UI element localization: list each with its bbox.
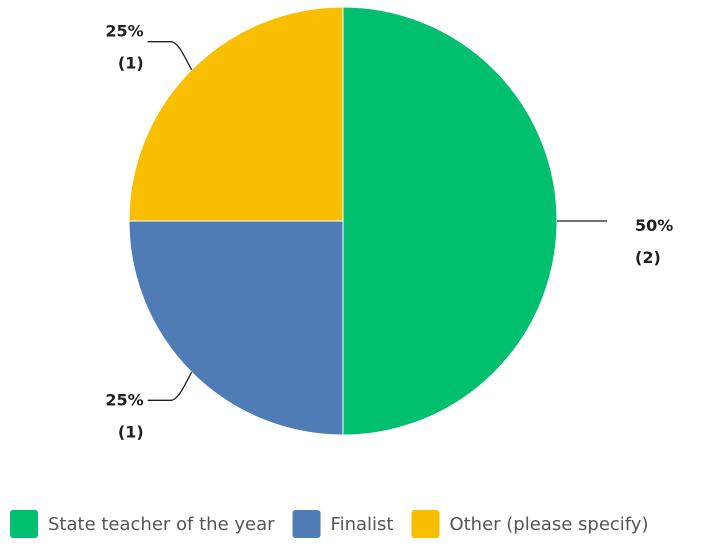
legend-label: Finalist: [331, 514, 394, 535]
pie-slices: [128, 6, 558, 436]
leader-line-finalist: [147, 371, 193, 401]
slice-percent-label: 25%: [105, 22, 143, 41]
legend-label: State teacher of the year: [48, 514, 275, 535]
slice-count-label: (1): [118, 422, 144, 441]
legend-label: Other (please specify): [449, 514, 648, 535]
legend-swatch: [292, 510, 321, 538]
slice-percent-label: 25%: [105, 390, 143, 409]
slice-count-label: (2): [635, 248, 661, 267]
legend-item-finalist: Finalist: [292, 510, 394, 538]
legend-swatch: [10, 510, 38, 538]
pie-slice-finalist: [128, 220, 344, 436]
legend-item-other-please-specify: Other (please specify): [411, 510, 648, 538]
slice-count-label: (1): [118, 54, 144, 73]
slice-labels: 50% (2) 25% (1) 25% (1): [105, 22, 673, 442]
legend-item-state-teacher-of-the-year: State teacher of the year: [10, 510, 275, 538]
leader-line-other-please-specify: [147, 41, 193, 71]
legend-swatch: [411, 510, 440, 538]
pie-slice-other-please-specify: [128, 6, 344, 222]
leader-lines: [147, 41, 607, 401]
legend: State teacher of the year Finalist Other (…: [10, 510, 648, 538]
slice-percent-label: 50%: [635, 216, 673, 235]
pie-slice-state-teacher-of-the-year: [342, 6, 558, 436]
